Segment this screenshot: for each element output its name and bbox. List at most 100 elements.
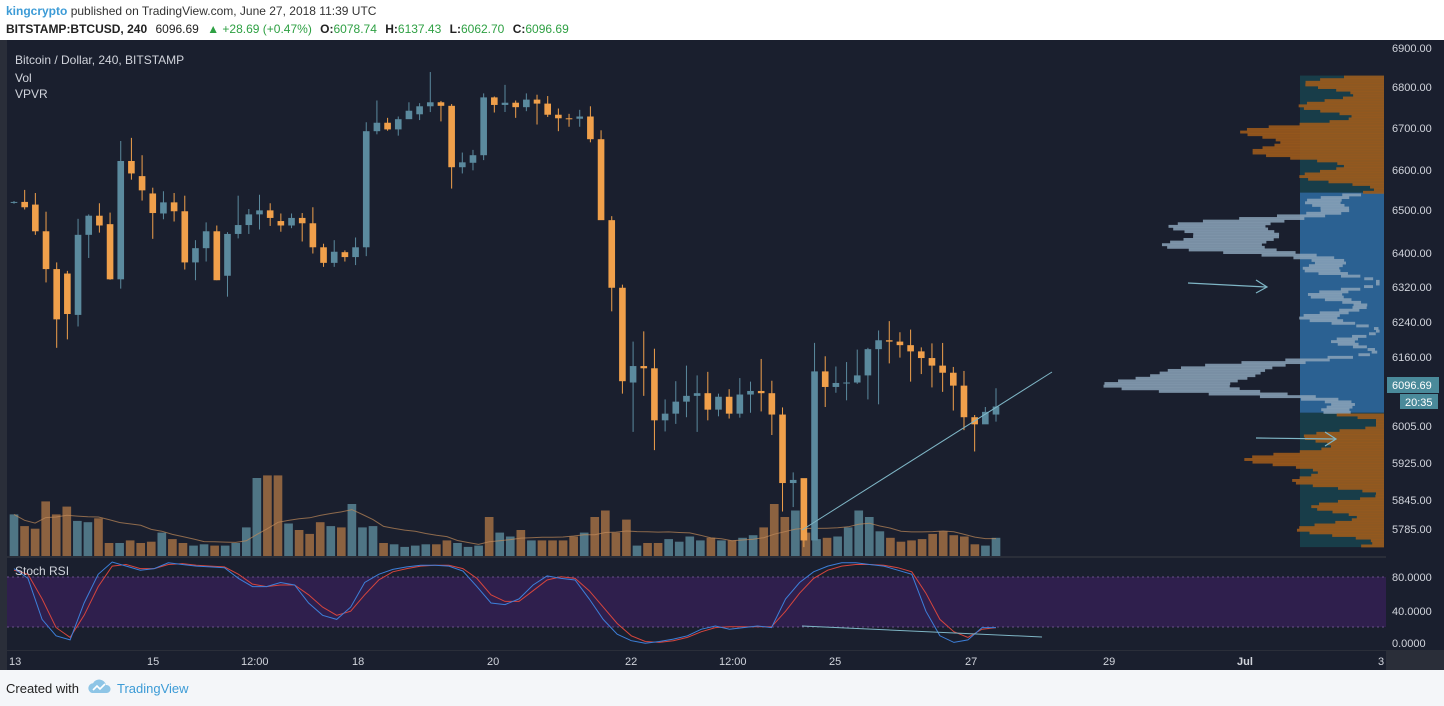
vpvr-row (1303, 434, 1384, 438)
footer: Created with TradingView (0, 670, 1444, 706)
candle-body (128, 160, 135, 174)
vpvr-row (1343, 75, 1384, 79)
legend-vpvr[interactable]: VPVR (15, 87, 48, 101)
volume-bar (991, 537, 1001, 556)
vpvr-row (1241, 361, 1306, 365)
vpvr-row (1352, 334, 1367, 338)
vpvr-row (1202, 219, 1285, 223)
volume-bar (706, 537, 716, 556)
candle-body (288, 217, 295, 226)
vpvr-row (1370, 185, 1384, 189)
vpvr-row (1167, 245, 1265, 249)
vpvr-row (1320, 109, 1384, 113)
price-tick: 6700.00 (1392, 123, 1432, 135)
candle-body (160, 202, 167, 214)
candle-body (469, 155, 477, 163)
vpvr-row (1348, 513, 1384, 516)
arrow-annotation-upper[interactable] (1187, 279, 1269, 294)
volume-bar (643, 543, 652, 556)
volume-bar (896, 541, 906, 556)
volume-bar (495, 532, 505, 556)
legend-title[interactable]: Bitcoin / Dollar, 240, BITSTAMP (15, 53, 184, 67)
vpvr-row (1280, 141, 1384, 144)
candle-body (458, 162, 466, 168)
stoch-tick: 40.0000 (1392, 606, 1432, 618)
vpvr-row (1336, 337, 1359, 341)
volume-bar (9, 514, 19, 556)
vpvr-row (1362, 190, 1384, 194)
vpvr-row (1304, 172, 1384, 176)
candle-body (565, 118, 573, 120)
vpvr-row (1361, 544, 1384, 548)
vpvr-row (1311, 473, 1384, 477)
time-axis-labels: 13 15 12:00 18 20 22 12:00 25 27 29 Jul … (9, 656, 1384, 668)
author-link[interactable]: kingcrypto (6, 4, 68, 18)
candle-body (821, 371, 829, 387)
volume-bar (949, 535, 959, 556)
candle-body (213, 231, 221, 281)
vpvr-row (1309, 531, 1384, 535)
stoch-title[interactable]: Stoch RSI (15, 564, 69, 578)
candle-body (192, 248, 199, 263)
vpvr-row (1314, 261, 1347, 265)
vpvr-row (1339, 429, 1384, 433)
legend-vol[interactable]: Vol (15, 71, 32, 85)
vpvr-row (1352, 306, 1367, 310)
symbol-label: BITSTAMP:BTCUSD, 240 (6, 22, 148, 36)
vpvr-row (1320, 209, 1350, 213)
price-tick: 6500.00 (1392, 205, 1432, 217)
time-tick: 18 (352, 656, 364, 668)
candle-body (875, 340, 882, 350)
volume-bar (600, 510, 610, 556)
candle-body (64, 273, 71, 315)
tradingview-brand-link[interactable]: TradingView (117, 681, 189, 696)
price-chart[interactable]: Bitcoin / Dollar, 240, BITSTAMP Vol VPVR… (0, 40, 1444, 670)
volume-bar (959, 536, 969, 556)
vpvr-row (1252, 148, 1384, 152)
vpvr-row (1356, 515, 1384, 519)
vpvr-row (1319, 502, 1384, 506)
vpvr-row (1331, 403, 1355, 406)
candle-body (693, 393, 701, 396)
volume-bar (664, 539, 673, 556)
vpvr-row (1244, 458, 1384, 461)
candle-body (298, 217, 306, 224)
candle-body (448, 105, 455, 168)
volume-bar (157, 532, 167, 556)
volume-bar (864, 517, 874, 556)
vpvr-row (1350, 91, 1384, 95)
candle-body (74, 234, 82, 315)
vpvr-row (1252, 460, 1384, 464)
vpvr-row (1340, 274, 1361, 278)
candle-body (811, 371, 818, 541)
time-axis[interactable] (7, 651, 1386, 670)
stoch-divergence-line[interactable] (801, 625, 1043, 638)
candle-body (853, 375, 861, 383)
vpvr-row (1173, 227, 1269, 231)
vpvr-row (1332, 534, 1384, 537)
volume-bar (432, 544, 441, 556)
support-trendline[interactable] (801, 371, 1053, 531)
arrow-annotation-lower[interactable] (1255, 431, 1338, 447)
candle-body (96, 215, 103, 226)
main-pane[interactable] (7, 40, 1386, 556)
vpvr-row (1376, 282, 1380, 286)
candle-body (800, 478, 808, 541)
volume-bar (20, 526, 29, 556)
vpvr-row (1180, 366, 1273, 370)
vpvr-row (1205, 363, 1286, 367)
vpvr-row (1355, 536, 1384, 540)
volume-bar (759, 527, 769, 556)
vpvr-row (1317, 159, 1384, 163)
vpvr-row (1372, 541, 1384, 545)
candle-body (757, 390, 765, 394)
vpvr-row (1298, 104, 1384, 108)
volume-bar (73, 520, 82, 556)
price-axis[interactable] (1386, 40, 1444, 650)
volume-bar (104, 543, 114, 556)
candle-body (309, 223, 317, 248)
vpvr-row (1276, 214, 1326, 218)
time-tick: 29 (1103, 656, 1115, 668)
volume-bar (474, 545, 483, 556)
vpvr-row (1290, 156, 1384, 160)
